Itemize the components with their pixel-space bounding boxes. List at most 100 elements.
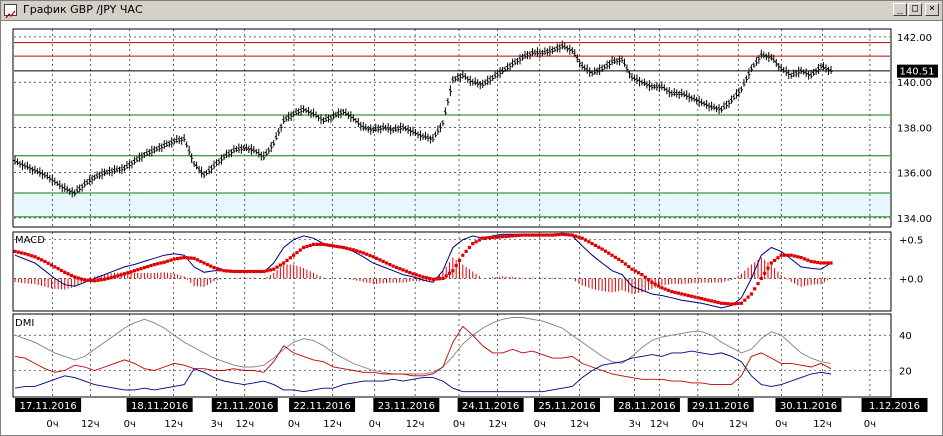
macd-signal-point — [331, 244, 336, 248]
macd-panel-label: MACD — [15, 235, 45, 246]
macd-signal-point — [484, 236, 488, 240]
chart-area: 142.00 140.00 138.00 136.00 134.00 140.51 +0… — [1, 21, 942, 435]
macd-signal-point — [630, 267, 634, 271]
macd-signal-point — [656, 284, 661, 288]
hour-label: 12ч — [81, 419, 100, 430]
macd-signal-point — [746, 295, 750, 299]
hour-label: 0ч — [775, 419, 787, 430]
macd-signal-point — [706, 298, 710, 302]
macd-signal-point — [185, 256, 190, 260]
macd-signal-point — [560, 232, 564, 236]
macd-signal-point — [89, 278, 93, 283]
minimize-button[interactable]: _ — [893, 3, 907, 16]
macd-signal-point — [637, 271, 641, 275]
macd-signal-point — [29, 254, 34, 258]
macd-signal-point — [514, 234, 518, 238]
macd-signal-point — [590, 242, 594, 246]
macd-signal-point — [739, 301, 744, 305]
title-bar[interactable]: График GBP /JPY ЧАС _ □ × — [1, 1, 942, 21]
macd-signal-point — [165, 259, 170, 263]
date-label-box — [15, 398, 82, 412]
macd-signal-point — [792, 254, 797, 258]
macd-signal-point — [361, 251, 365, 255]
hour-label: 3ч — [211, 419, 223, 430]
macd-signal-point — [411, 272, 415, 276]
macd-signal-point — [816, 260, 820, 265]
price-tick-label: 134.00 — [897, 214, 932, 225]
macd-signal-point — [497, 235, 501, 239]
macd-signal-point — [666, 288, 671, 292]
macd-signal-point — [398, 267, 402, 271]
macd-signal-point — [527, 233, 531, 237]
macd-signal-point — [564, 232, 568, 237]
macd-signal-point — [769, 261, 773, 265]
macd-signal-point — [703, 297, 707, 301]
macd-signal-point — [26, 253, 30, 257]
macd-signal-point — [172, 257, 176, 261]
macd-signal-point — [789, 253, 793, 257]
close-button[interactable]: × — [925, 3, 939, 16]
hour-label: 0ч — [124, 419, 136, 430]
date-label-box — [687, 398, 754, 412]
macd-signal-point — [537, 233, 541, 237]
price-tick-label: 142.00 — [897, 33, 932, 44]
macd-signal-point — [205, 262, 209, 267]
date-label-box — [861, 398, 928, 412]
macd-signal-point — [278, 263, 282, 267]
date-label: 29.11.2016 — [692, 401, 749, 412]
macd-signal-point — [232, 269, 236, 274]
macd-signal-point — [623, 262, 627, 266]
macd-signal-point — [139, 267, 143, 271]
macd-signal-point — [305, 244, 309, 249]
macd-signal-point — [119, 273, 123, 277]
dmi-adx-line — [14, 317, 832, 375]
macd-signal-point — [268, 268, 273, 272]
macd-signal-point — [749, 292, 753, 296]
macd-signal-point — [76, 276, 80, 280]
macd-signal-point — [719, 301, 724, 305]
price-panel: 142.00 140.00 138.00 136.00 134.00 140.51 — [12, 28, 938, 228]
macd-signal-point — [275, 265, 279, 269]
maximize-button[interactable]: □ — [908, 3, 922, 16]
macd-signal-point — [93, 279, 97, 283]
macd-signal-point — [33, 255, 37, 259]
macd-signal-point — [132, 269, 137, 273]
macd-signal-point — [457, 258, 462, 262]
macd-signal-point — [547, 233, 551, 237]
date-label: 17.11.2016 — [19, 401, 76, 412]
macd-signal-point — [219, 268, 223, 272]
macd-signal-point — [66, 272, 70, 276]
date-label-box — [457, 398, 524, 412]
macd-signal-point — [786, 253, 790, 257]
macd-signal-point — [819, 261, 823, 265]
date-label-box — [775, 398, 842, 412]
macd-signal-point — [83, 278, 87, 282]
macd-signal-point — [258, 269, 263, 274]
macd-signal-point — [573, 234, 578, 238]
macd-signal-point — [434, 277, 438, 281]
macd-signal-point — [122, 272, 127, 276]
macd-signal-point — [199, 259, 203, 264]
macd-signal-point — [826, 261, 830, 265]
macd-signal-point — [401, 268, 405, 272]
macd-signal-point — [358, 250, 362, 254]
macd-signal-point — [238, 269, 243, 274]
macd-panel: +0.5 +0.0 MACD — [12, 231, 923, 312]
macd-signal-point — [288, 256, 292, 260]
macd-signal-point — [530, 233, 535, 237]
macd-signal-point — [321, 242, 326, 246]
macd-signal-point — [408, 270, 412, 275]
shaded-zone — [14, 193, 890, 217]
macd-signal-point — [593, 243, 598, 248]
dmi-tick-label: 40 — [899, 331, 912, 342]
macd-signal-point — [467, 245, 472, 250]
macd-signal-point — [822, 261, 826, 265]
dmi-plus-line — [14, 325, 832, 386]
macd-signal-point — [723, 301, 727, 306]
macd-signal-point — [99, 278, 103, 282]
macd-signal-point — [451, 269, 455, 273]
macd-signal-point — [404, 269, 409, 273]
date-label-box — [289, 398, 356, 412]
macd-signal-point — [617, 257, 621, 261]
